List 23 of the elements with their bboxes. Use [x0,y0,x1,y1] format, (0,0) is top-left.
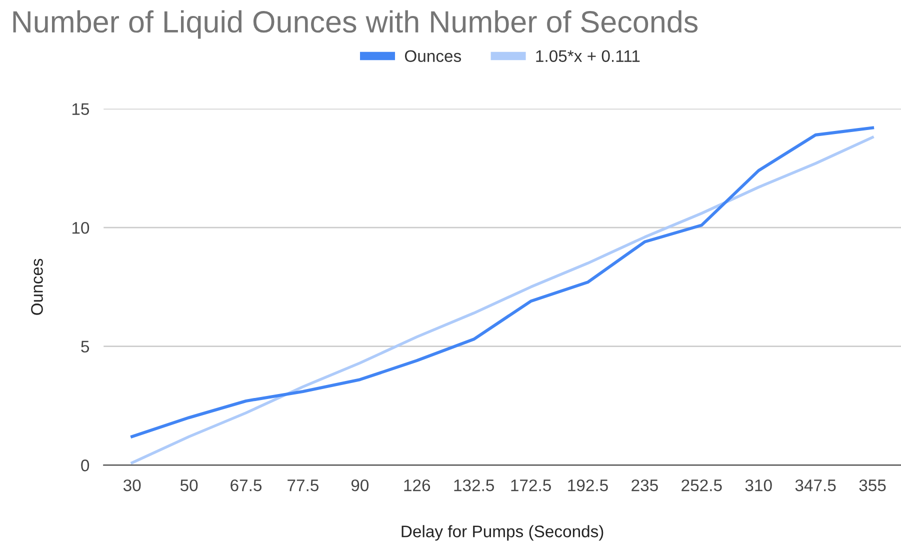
x-tick-label: 235 [632,479,658,492]
chart-title: Number of Liquid Ounces with Number of Seconds [13,10,698,39]
y-tick-label: 5 [81,340,90,353]
x-tick-label: 355 [859,479,886,492]
x-tick-label: 50 [180,479,198,492]
x-tick-label: 77.5 [288,480,318,492]
legend-label: Ounces [404,50,462,62]
x-tick-label: 347.5 [795,479,836,492]
x-tick-label: 132.5 [454,479,494,492]
legend-label: 1.05*x + 0.111 [536,50,640,62]
x-tick-label: 172.5 [511,479,551,492]
y-axis-title: Ounces [31,258,43,315]
x-tick-label: 67.5 [230,479,262,492]
x-tick-label: 30 [123,479,141,492]
y-tick-label: 15 [72,103,90,116]
y-tick-label: 0 [81,460,90,472]
x-tick-label: 90 [351,479,369,492]
x-axis-title: Delay for Pumps (Seconds) [402,525,604,541]
y-tick-label: 10 [72,222,90,234]
x-tick-label: 126 [404,479,430,492]
x-tick-label: 252.5 [682,479,722,492]
x-tick-label: 310 [745,479,772,492]
x-tick-label: 192.5 [568,479,608,492]
